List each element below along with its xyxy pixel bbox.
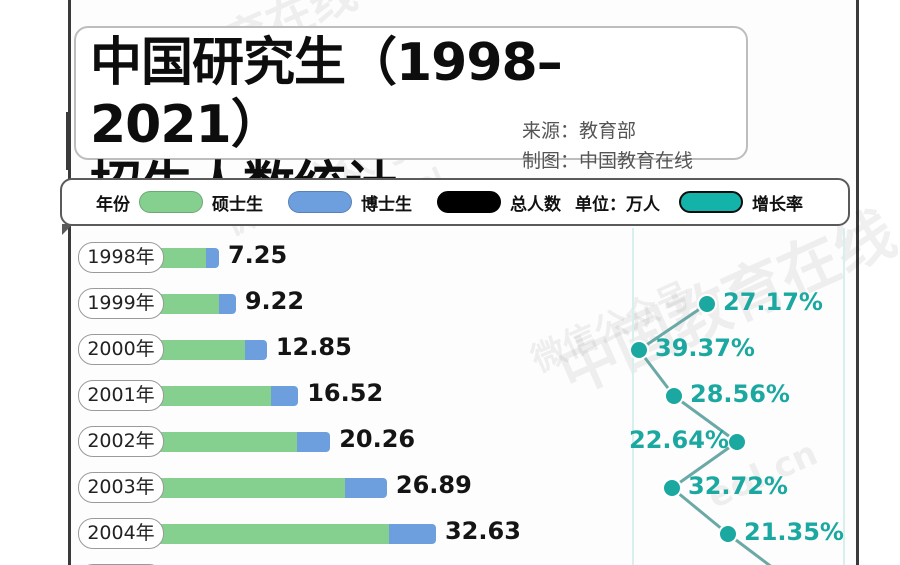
bar-total-value: 12.85 — [275, 333, 352, 361]
growth-rate-line — [629, 294, 772, 565]
year-label-pill: 2003年 — [78, 472, 164, 503]
title-card: 中国研究生（1998–2021） 招生人数统计 来源：教育部 制图：中国教育在线 — [74, 26, 748, 217]
stacked-bar — [157, 432, 331, 452]
bar-segment-doctor — [245, 340, 267, 360]
growth-value-label: 32.72% — [688, 472, 788, 500]
bar-segment-doctor — [270, 386, 299, 406]
legend-item-total: 总人数 — [428, 190, 561, 215]
legend-swatch-doctor — [288, 191, 352, 213]
year-label-pill: 2004年 — [78, 518, 164, 549]
legend-notch — [62, 224, 73, 235]
bar-segment-master — [157, 432, 298, 452]
legend-item-doctor: 博士生 — [279, 190, 412, 215]
year-label-pill: 2002年 — [78, 426, 164, 457]
legend-bar: 年份 硕士生 博士生 总人数 单位：万人 增长率 — [60, 178, 850, 226]
year-label-pill: 1999年 — [78, 288, 164, 319]
legend-item-master: 硕士生 — [130, 190, 263, 215]
bar-segment-master — [157, 294, 219, 314]
credit-author: 制图：中国教育在线 — [522, 150, 694, 172]
title-connector — [66, 112, 95, 170]
bar-segment-doctor — [389, 524, 436, 544]
legend-label-doctor: 博士生 — [361, 194, 412, 215]
growth-point — [697, 294, 717, 314]
stacked-bar — [157, 294, 236, 314]
chart-area: 1998年 7.25 1999年 9.22 2000年 12.85 2001年 16.52 20… — [71, 228, 856, 565]
legend-item-growth: 增长率 — [670, 190, 803, 215]
legend-label-year: 年份 — [96, 194, 130, 215]
bar-total-value: 20.26 — [339, 425, 416, 453]
growth-value-label: 21.35% — [744, 518, 844, 546]
growth-point — [662, 478, 682, 498]
legend-label-master: 硕士生 — [212, 194, 263, 215]
growth-value-label: 28.56% — [690, 380, 790, 408]
credit-block: 来源：教育部 制图：中国教育在线 — [522, 116, 693, 176]
gridline — [632, 228, 634, 565]
stacked-bar — [157, 478, 387, 498]
year-label-pill: 2000年 — [78, 334, 164, 365]
growth-point — [629, 340, 649, 360]
legend-label-total: 总人数 — [510, 194, 561, 215]
bar-total-value: 36.48 — [478, 563, 554, 565]
bar-total-value: 9.22 — [244, 287, 305, 315]
bar-segment-master — [157, 340, 246, 360]
growth-point — [727, 432, 747, 452]
legend-swatch-total — [437, 191, 501, 213]
bar-segment-doctor — [345, 478, 387, 498]
legend-label-unit: 单位：万人 — [575, 194, 660, 215]
stacked-bar — [157, 340, 267, 360]
bar-segment-doctor — [206, 248, 219, 268]
bar-total-value: 7.25 — [227, 241, 288, 269]
page-right-border — [856, 0, 859, 565]
stacked-bar — [157, 524, 436, 544]
bar-segment-doctor — [218, 294, 236, 314]
growth-value-label: 22.64% — [629, 426, 729, 454]
growth-value-label: 27.17% — [723, 288, 823, 316]
page-left-border — [68, 0, 71, 565]
bar-total-value: 32.63 — [444, 517, 521, 545]
year-label-pill: 1998年 — [78, 242, 164, 273]
legend-label-growth: 增长率 — [752, 194, 803, 215]
credit-source: 来源：教育部 — [522, 120, 637, 142]
bar-segment-master — [157, 248, 207, 268]
legend-swatch-master — [139, 191, 203, 213]
bar-total-value: 16.52 — [307, 379, 384, 407]
bar-total-value: 26.89 — [395, 471, 472, 499]
legend-item-year: 年份 — [96, 190, 130, 215]
stacked-bar — [157, 248, 219, 268]
bar-segment-master — [157, 524, 390, 544]
gridline — [843, 228, 845, 565]
growth-point — [718, 524, 738, 544]
bar-segment-doctor — [297, 432, 331, 452]
bar-segment-master — [157, 478, 346, 498]
stacked-bar — [157, 386, 299, 406]
growth-point — [664, 386, 684, 406]
year-label-pill: 2001年 — [78, 380, 164, 411]
legend-item-unit: 单位：万人 — [575, 190, 660, 215]
bar-segment-master — [157, 386, 271, 406]
growth-value-label: 39.37% — [655, 334, 755, 362]
legend-swatch-growth — [679, 191, 743, 213]
